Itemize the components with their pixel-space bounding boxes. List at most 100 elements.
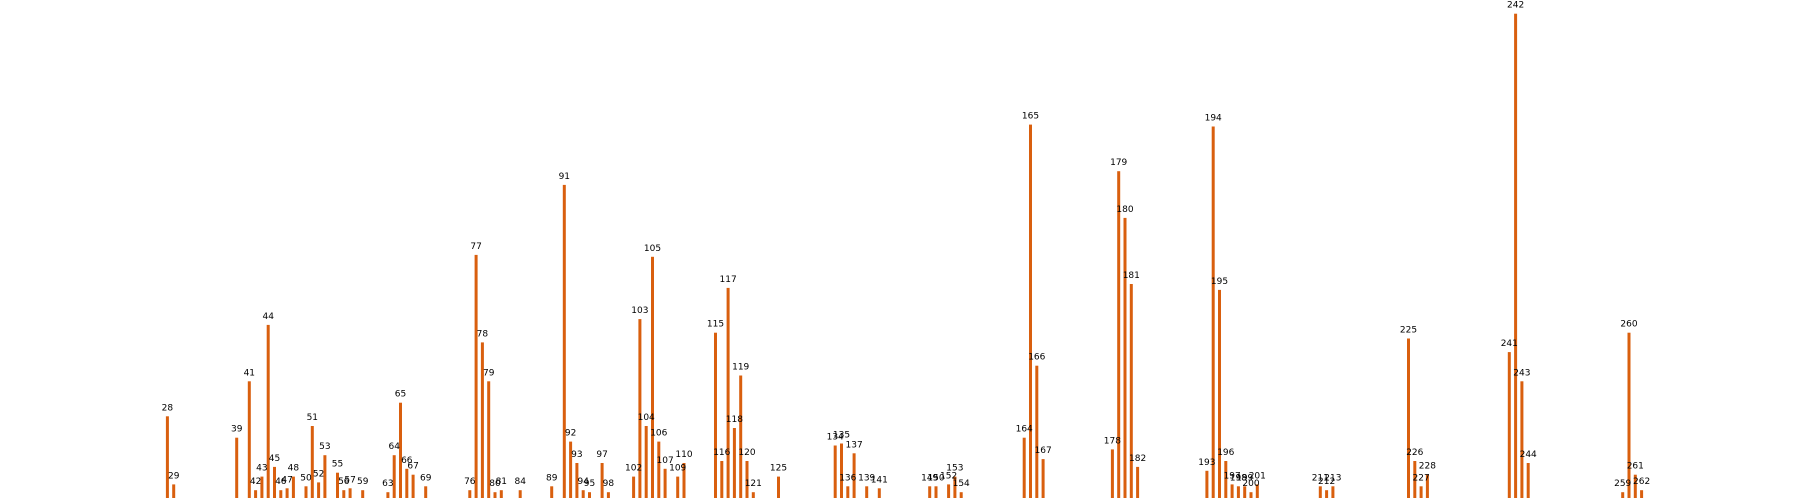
bar-135 xyxy=(840,443,843,498)
bar-180 xyxy=(1123,217,1127,498)
bar-259 xyxy=(1621,492,1625,498)
data-label-44: 44 xyxy=(262,312,274,322)
data-label-79: 79 xyxy=(483,368,495,378)
bar-212 xyxy=(1325,490,1329,498)
data-label-63: 63 xyxy=(382,479,393,489)
bar-227 xyxy=(1419,486,1423,498)
bar-120 xyxy=(745,461,749,498)
bar-65 xyxy=(399,402,402,498)
data-label-81: 81 xyxy=(496,477,507,487)
data-label-228: 228 xyxy=(1419,462,1436,472)
bar-139 xyxy=(865,486,869,498)
data-label-166: 166 xyxy=(1028,353,1045,363)
bar-199 xyxy=(1243,486,1247,498)
bar-50 xyxy=(304,486,308,498)
bar-213 xyxy=(1331,486,1335,498)
data-label-260: 260 xyxy=(1620,320,1637,330)
data-label-95: 95 xyxy=(584,479,595,489)
data-label-125: 125 xyxy=(770,464,787,474)
bar-series xyxy=(165,13,1644,498)
data-label-152: 152 xyxy=(940,471,957,481)
bar-89 xyxy=(550,486,554,498)
data-label-241: 241 xyxy=(1501,339,1518,349)
bar-193 xyxy=(1205,470,1209,498)
data-label-135: 135 xyxy=(833,431,850,441)
data-label-211: 211 xyxy=(1312,473,1329,483)
data-label-259: 259 xyxy=(1614,479,1631,489)
bar-44 xyxy=(266,324,270,498)
bar-137 xyxy=(852,453,856,498)
bar-105 xyxy=(651,256,654,498)
data-label-134: 134 xyxy=(827,433,844,443)
data-label-105: 105 xyxy=(644,244,661,254)
data-label-117: 117 xyxy=(720,275,737,285)
bar-53 xyxy=(323,455,327,498)
data-label-198: 198 xyxy=(1230,473,1247,483)
bar-57 xyxy=(348,488,352,498)
bar-84 xyxy=(518,490,522,498)
bar-64 xyxy=(392,455,396,498)
bar-107 xyxy=(663,468,667,498)
bar-149 xyxy=(928,486,932,498)
bar-78 xyxy=(480,342,484,498)
bar-56 xyxy=(342,490,346,498)
data-label-29: 29 xyxy=(168,471,180,481)
bar-226 xyxy=(1413,461,1417,498)
data-label-78: 78 xyxy=(477,329,489,339)
data-label-165: 165 xyxy=(1022,112,1039,122)
data-label-46: 46 xyxy=(275,477,287,487)
data-label-261: 261 xyxy=(1627,462,1644,472)
bar-55 xyxy=(336,472,339,498)
data-label-52: 52 xyxy=(313,469,324,479)
data-label-167: 167 xyxy=(1035,446,1052,456)
data-label-64: 64 xyxy=(388,442,400,452)
data-label-110: 110 xyxy=(675,450,692,460)
bar-261 xyxy=(1633,474,1637,498)
bar-182 xyxy=(1136,466,1140,498)
bar-97 xyxy=(600,463,604,498)
data-label-212: 212 xyxy=(1318,477,1335,487)
bar-115 xyxy=(714,332,717,498)
data-label-178: 178 xyxy=(1104,436,1121,446)
data-label-93: 93 xyxy=(571,450,582,460)
bar-66 xyxy=(405,468,409,498)
bar-260 xyxy=(1627,332,1631,498)
data-label-225: 225 xyxy=(1400,326,1417,336)
bar-93 xyxy=(575,463,579,498)
data-label-137: 137 xyxy=(846,440,863,450)
bar-118 xyxy=(732,428,736,498)
bar-262 xyxy=(1640,490,1644,498)
bar-109 xyxy=(676,476,680,498)
bar-194 xyxy=(1211,126,1215,498)
data-label-41: 41 xyxy=(244,368,255,378)
data-label-154: 154 xyxy=(953,479,970,489)
bar-197 xyxy=(1230,484,1234,498)
data-label-66: 66 xyxy=(401,456,413,466)
bar-69 xyxy=(424,486,428,498)
data-label-179: 179 xyxy=(1110,158,1127,168)
bar-94 xyxy=(581,490,585,498)
data-label-55: 55 xyxy=(332,460,343,470)
data-label-50: 50 xyxy=(300,473,312,483)
data-label-69: 69 xyxy=(420,473,432,483)
bar-39 xyxy=(235,437,239,498)
bar-43 xyxy=(260,476,264,498)
data-label-39: 39 xyxy=(231,425,243,435)
data-label-104: 104 xyxy=(638,413,655,423)
bar-179 xyxy=(1117,171,1121,498)
bar-45 xyxy=(273,466,276,498)
bar-150 xyxy=(934,486,938,498)
bar-211 xyxy=(1318,486,1322,498)
data-label-150: 150 xyxy=(927,473,944,483)
data-label-48: 48 xyxy=(288,464,300,474)
bar-47 xyxy=(285,488,289,498)
data-label-200: 200 xyxy=(1242,479,1259,489)
bar-243 xyxy=(1520,381,1524,498)
data-label-182: 182 xyxy=(1129,454,1146,464)
data-label-51: 51 xyxy=(307,413,318,423)
bar-59 xyxy=(361,490,365,498)
bar-200 xyxy=(1249,492,1253,498)
bar-201 xyxy=(1255,484,1259,498)
